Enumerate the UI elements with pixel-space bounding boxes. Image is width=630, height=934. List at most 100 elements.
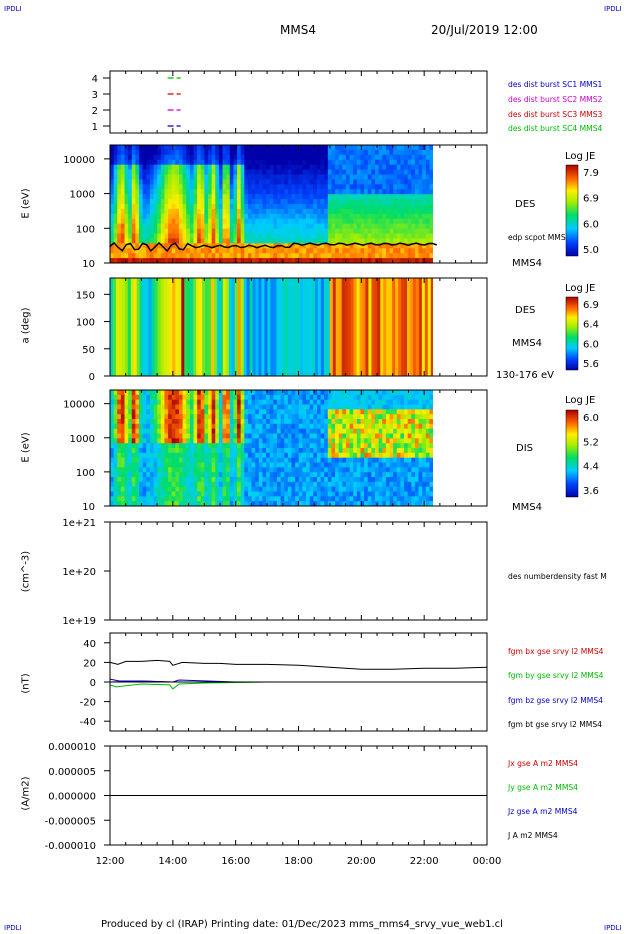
- dis-energy-spectrogram-cell: [247, 496, 253, 502]
- des-energy-spectrogram-cell: [124, 204, 129, 210]
- colorbar-title-1: Log JE: [565, 151, 596, 162]
- dis-energy-spectrogram-cell: [117, 467, 122, 473]
- des-energy-spectrogram-cell: [418, 174, 423, 181]
- dis-energy-spectrogram-cell: [404, 491, 409, 497]
- dis-energy-spectrogram-cell: [244, 394, 249, 401]
- des-energy-spectrogram-cell: [429, 204, 433, 210]
- des-energy-spectrogram-cell: [425, 145, 431, 151]
- dis-energy-spectrogram-cell: [258, 414, 264, 420]
- des-energy-spectrogram-cell: [429, 258, 433, 263]
- dis-energy-spectrogram-cell: [429, 399, 433, 406]
- dis-energy-spectrogram-cell: [382, 409, 387, 415]
- dis-energy-spectrogram-cell: [302, 477, 307, 483]
- dis-energy-spectrogram-cell: [189, 409, 195, 415]
- des-energy-spectrogram-cell: [393, 218, 398, 225]
- dis-energy-spectrogram-cell: [360, 467, 365, 473]
- dis-energy-spectrogram-cell: [382, 472, 387, 478]
- dis-energy-spectrogram-cell: [218, 390, 224, 396]
- des-energy-spectrogram-cell: [226, 233, 231, 240]
- dis-energy-spectrogram-cell: [215, 491, 220, 497]
- dis-energy-spectrogram-cell: [215, 481, 220, 488]
- dis-energy-spectrogram-cell: [164, 438, 169, 444]
- des-energy-spectrogram-cell: [262, 248, 267, 254]
- dis-energy-spectrogram-cell: [110, 404, 115, 410]
- dis-energy-spectrogram-cell: [218, 481, 224, 488]
- dis-energy-spectrogram-cell: [160, 390, 166, 396]
- des-energy-spectrogram-cell: [313, 204, 318, 210]
- dis-energy-spectrogram-cell: [425, 452, 431, 459]
- des-energy-spectrogram-cell: [153, 149, 158, 156]
- dis-energy-spectrogram-cell: [146, 457, 151, 464]
- dis-energy-spectrogram-cell: [393, 448, 398, 454]
- dis-energy-spectrogram-cell: [229, 399, 235, 406]
- des-energy-spectrogram-cell: [218, 145, 224, 151]
- des-energy-spectrogram-cell: [164, 223, 169, 230]
- dis-energy-spectrogram-cell: [269, 457, 274, 464]
- dis-energy-spectrogram-cell: [287, 394, 293, 401]
- dis-energy-spectrogram-cell: [124, 419, 129, 425]
- dis-energy-spectrogram-cell: [204, 472, 209, 478]
- des-energy-spectrogram-cell: [306, 194, 311, 200]
- corner-label-tl: IPDLI: [4, 5, 22, 13]
- dis-energy-spectrogram-cell: [164, 399, 169, 406]
- dis-energy-spectrogram-cell: [149, 496, 155, 502]
- des-energy-spectrogram-cell: [327, 228, 333, 235]
- dis-energy-spectrogram-cell: [389, 486, 394, 493]
- des-energy-spectrogram-cell: [378, 199, 383, 205]
- des-energy-spectrogram-cell: [433, 209, 437, 215]
- dis-energy-spectrogram-cell: [164, 390, 169, 396]
- dis-energy-spectrogram-cell: [146, 438, 151, 444]
- dis-energy-spectrogram-cell: [364, 423, 369, 430]
- des-energy-spectrogram-cell: [255, 199, 260, 205]
- des-energy-spectrogram-cell: [128, 184, 133, 190]
- dis-energy-spectrogram-cell: [197, 452, 202, 459]
- dis-energy-spectrogram-cell: [418, 394, 423, 401]
- dis-energy-spectrogram-cell: [276, 448, 282, 454]
- des-energy-spectrogram-cell: [157, 149, 162, 156]
- des-energy-spectrogram-cell: [353, 179, 358, 185]
- des-energy-spectrogram-cell: [316, 199, 322, 205]
- des-energy-spectrogram-cell: [229, 179, 235, 185]
- des-energy-spectrogram-cell: [171, 243, 176, 249]
- des-energy-spectrogram-cell: [153, 238, 158, 244]
- des-energy-spectrogram-cell: [266, 159, 271, 166]
- dis-energy-spectrogram-cell: [284, 394, 289, 401]
- dis-energy-spectrogram-cell: [222, 452, 227, 459]
- dis-energy-spectrogram-cell: [229, 419, 235, 425]
- des-energy-spectrogram-cell: [425, 238, 431, 244]
- dis-energy-spectrogram-cell: [200, 399, 205, 406]
- dis-energy-spectrogram-cell: [331, 438, 336, 444]
- des-energy-spectrogram-cell: [197, 228, 202, 235]
- dis-energy-spectrogram-cell: [425, 390, 431, 396]
- des-energy-spectrogram-cell: [262, 258, 267, 263]
- dis-energy-spectrogram-cell: [396, 448, 402, 454]
- des-energy-spectrogram-cell: [269, 218, 274, 225]
- dis-energy-spectrogram-cell: [371, 486, 376, 493]
- des-energy-spectrogram-cell: [425, 223, 431, 230]
- dis-energy-spectrogram-cell: [255, 390, 260, 396]
- des-energy-spectrogram-cell: [400, 169, 405, 176]
- dis-energy-spectrogram-cell: [433, 429, 437, 434]
- des-energy-spectrogram-cell: [324, 223, 329, 230]
- des-energy-spectrogram-cell: [215, 204, 220, 210]
- des-energy-spectrogram-cell: [131, 208, 137, 215]
- dis-energy-spectrogram-cell: [255, 428, 260, 435]
- dis-energy-spectrogram-cell: [345, 419, 351, 425]
- dis-energy-spectrogram-cell: [135, 433, 140, 439]
- des-pitch-spectrogram-cell: [234, 278, 239, 376]
- dis-energy-spectrogram-cell: [197, 486, 202, 493]
- dis-energy-spectrogram-cell: [237, 409, 242, 415]
- des-energy-spectrogram-cell: [117, 248, 122, 254]
- des-energy-spectrogram-cell: [324, 243, 329, 249]
- des-energy-spectrogram-cell: [266, 189, 271, 195]
- dis-energy-spectrogram-cell: [135, 472, 140, 478]
- des-energy-spectrogram-cell: [197, 145, 202, 151]
- des-energy-spectrogram-cell: [404, 164, 409, 171]
- des-energy-spectrogram-cell: [291, 223, 296, 230]
- des-energy-spectrogram-cell: [291, 228, 296, 235]
- dis-energy-spectrogram-cell: [142, 409, 147, 415]
- des-pitch-spectrogram-cell: [401, 278, 405, 376]
- des-energy-spectrogram-cell: [240, 159, 245, 166]
- dis-energy-spectrogram-cell: [338, 409, 343, 415]
